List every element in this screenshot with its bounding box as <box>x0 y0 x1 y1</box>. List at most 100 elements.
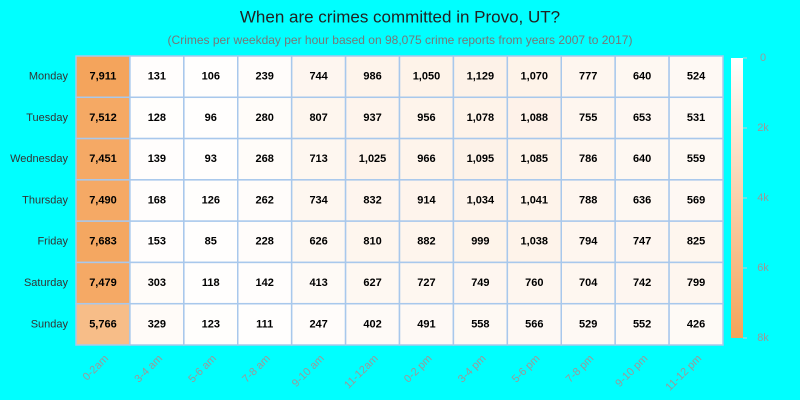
cell-label: 640 <box>633 71 651 83</box>
cell-label: 653 <box>633 112 651 124</box>
cell-label: 999 <box>471 236 489 248</box>
cell-label: 1,041 <box>521 194 549 206</box>
column-label: 11-12 pm <box>663 353 704 394</box>
cell-label: 799 <box>687 277 705 289</box>
column-label: 5-6 am <box>186 353 219 386</box>
heatmap-cell <box>560 179 616 222</box>
cell-label: 566 <box>525 318 543 330</box>
cell-label: 832 <box>363 194 381 206</box>
cell-label: 1,088 <box>521 112 549 124</box>
cell-label: 742 <box>633 277 651 289</box>
heatmap-cell <box>129 220 185 264</box>
cell-label: 882 <box>417 236 435 248</box>
cell-label: 755 <box>579 112 597 124</box>
column-label: 3-4 am <box>132 353 165 386</box>
heatmap-cell <box>452 261 509 305</box>
column-label: 5-6 pm <box>510 353 543 386</box>
column-label: 7-8 pm <box>564 353 597 386</box>
cell-label: 744 <box>309 71 328 83</box>
heatmap-cell <box>183 137 239 181</box>
heatmap-cell <box>129 96 185 140</box>
heatmap-cell <box>668 96 724 140</box>
cell-label: 426 <box>687 318 705 330</box>
heatmap-cell <box>452 220 509 264</box>
cell-label: 704 <box>579 277 598 289</box>
cell-label: 168 <box>148 194 166 206</box>
heatmap-cell <box>614 96 670 140</box>
cell-label: 118 <box>202 277 220 289</box>
cell-label: 777 <box>579 71 597 83</box>
row-label: Tuesday <box>26 112 68 124</box>
heatmap-cell <box>290 137 347 181</box>
cell-label: 1,085 <box>521 153 549 165</box>
row-label: Wednesday <box>10 153 68 165</box>
cell-label: 111 <box>256 318 273 330</box>
cell-label: 126 <box>202 194 220 206</box>
heatmap-cell <box>237 96 293 140</box>
colorbar-tick-label: 2k <box>757 122 769 134</box>
cell-label: 123 <box>202 318 220 330</box>
heatmap-cell <box>129 55 185 99</box>
row-label: Thursday <box>22 194 68 206</box>
cell-label: 7,479 <box>89 277 117 289</box>
row-label: Monday <box>29 71 69 83</box>
cell-label: 491 <box>417 318 435 330</box>
heatmap-cell <box>344 261 401 305</box>
cell-label: 85 <box>205 236 217 248</box>
heatmap-cell <box>506 96 563 140</box>
heatmap-cell <box>344 302 401 346</box>
heatmap-cell <box>398 302 455 346</box>
column-label: 7-8 am <box>240 353 273 386</box>
chart-title: When are crimes committed in Provo, UT? <box>240 7 560 26</box>
heatmap-cell <box>668 302 724 346</box>
row-label: Saturday <box>24 277 69 289</box>
cell-label: 747 <box>633 236 651 248</box>
cell-label: 524 <box>687 71 706 83</box>
heatmap-cell <box>398 137 455 181</box>
cell-label: 7,683 <box>89 236 117 248</box>
cell-label: 794 <box>579 236 598 248</box>
heatmap-cell <box>237 302 293 346</box>
cell-label: 7,911 <box>89 71 116 83</box>
cell-label: 558 <box>471 318 489 330</box>
cell-label: 552 <box>633 318 651 330</box>
colorbar-tick-label: 8k <box>757 332 769 344</box>
cell-label: 131 <box>148 71 166 83</box>
heatmap-cell <box>452 96 509 140</box>
cell-label: 788 <box>579 194 597 206</box>
cell-label: 760 <box>525 277 543 289</box>
cell-label: 329 <box>148 318 166 330</box>
heatmap-cell <box>668 55 724 99</box>
heatmap-cell <box>668 137 724 181</box>
cell-label: 7,451 <box>89 153 117 165</box>
cell-label: 713 <box>309 153 327 165</box>
cell-label: 142 <box>256 277 274 289</box>
cell-label: 7,490 <box>89 194 117 206</box>
heatmap-cell <box>344 179 401 222</box>
heatmap-cell <box>560 302 616 346</box>
cell-label: 727 <box>417 277 435 289</box>
cell-label: 139 <box>148 153 166 165</box>
cell-label: 1,034 <box>467 194 495 206</box>
column-label: 0-2am <box>81 353 112 384</box>
column-label: 9-10 am <box>290 353 327 390</box>
column-label: 11-12am <box>342 353 381 392</box>
cell-label: 786 <box>579 153 597 165</box>
heatmap-cell <box>183 220 239 264</box>
column-label: 3-4 pm <box>456 353 489 386</box>
row-label: Sunday <box>31 318 69 330</box>
chart-subtitle: (Crimes per weekday per hour based on 98… <box>168 33 633 47</box>
colorbar <box>731 58 743 338</box>
heatmap-cell <box>614 220 670 264</box>
cell-label: 1,070 <box>521 71 549 83</box>
cell-label: 1,095 <box>467 153 495 165</box>
cell-label: 569 <box>687 194 705 206</box>
row-label: Friday <box>37 236 68 248</box>
cell-label: 749 <box>471 277 489 289</box>
heatmap-cell <box>129 302 185 346</box>
cell-label: 1,025 <box>359 153 387 165</box>
cell-label: 153 <box>148 236 166 248</box>
cell-label: 5,766 <box>89 318 117 330</box>
heatmap-cell <box>506 179 563 222</box>
